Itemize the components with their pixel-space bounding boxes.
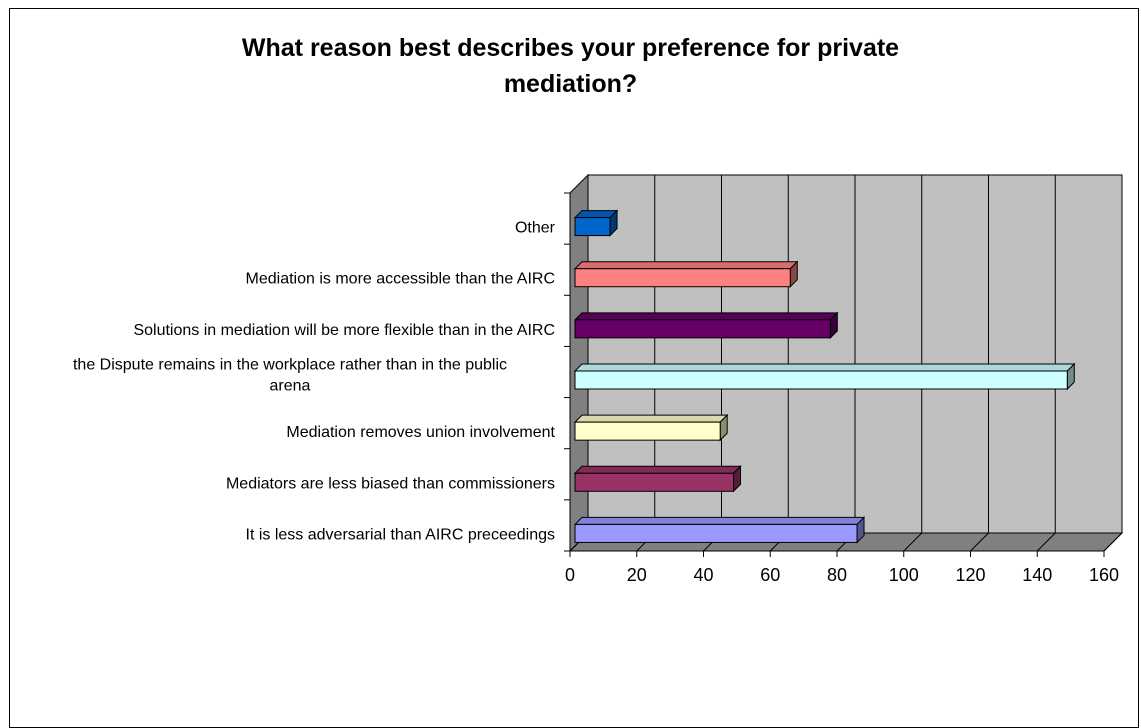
chart-title-line-1: What reason best describes your preferen… bbox=[241, 34, 900, 62]
bar-top bbox=[573, 516, 866, 525]
bar bbox=[573, 413, 729, 442]
bar bbox=[573, 311, 839, 340]
x-tick-label: 60 bbox=[760, 565, 780, 585]
category-label: Solutions in mediation will be more flex… bbox=[133, 322, 555, 339]
bar-top bbox=[573, 414, 729, 423]
category-label: Mediation is more accessible than the AI… bbox=[246, 271, 555, 288]
bar bbox=[573, 465, 742, 493]
x-tick-label: 160 bbox=[1089, 565, 1119, 585]
floor-gridline bbox=[903, 532, 923, 552]
floor-gridline bbox=[970, 532, 989, 552]
bar-top bbox=[573, 261, 799, 270]
bar-front bbox=[574, 319, 831, 339]
bar bbox=[573, 209, 619, 237]
category-label: arena bbox=[270, 378, 311, 395]
bar-top bbox=[573, 312, 839, 321]
category-labels: It is less adversarial than AIRC preceed… bbox=[73, 220, 556, 544]
plot-area bbox=[568, 173, 1124, 553]
category-label: the Dispute remains in the workplace rat… bbox=[73, 357, 507, 374]
bars bbox=[573, 209, 1076, 544]
category-label: Mediators are less biased than commissio… bbox=[226, 475, 555, 492]
bar-front bbox=[574, 370, 1068, 390]
bar-top bbox=[573, 465, 742, 474]
bar-front bbox=[574, 217, 611, 237]
bar-front bbox=[574, 523, 858, 543]
x-axis: 0 20 40 60 80 100 120 140 160 bbox=[564, 192, 1119, 585]
x-tick-label: 80 bbox=[827, 565, 847, 585]
x-tick-label: 0 bbox=[565, 565, 575, 585]
bar-front bbox=[574, 472, 735, 492]
category-label: It is less adversarial than AIRC preceed… bbox=[246, 526, 555, 543]
bar-front bbox=[574, 268, 791, 288]
x-tick-label: 120 bbox=[955, 565, 985, 585]
floor-gridline bbox=[1036, 532, 1056, 552]
x-tick-label: 140 bbox=[1022, 565, 1052, 585]
chart-title: What reason best describes your preferen… bbox=[0, 30, 1141, 102]
bar bbox=[573, 362, 1076, 391]
floor-gridline bbox=[1103, 532, 1123, 552]
bar-front bbox=[574, 421, 721, 441]
x-tick-label: 40 bbox=[693, 565, 713, 585]
bar-top bbox=[573, 363, 1076, 372]
category-label: Mediation removes union involvement bbox=[286, 424, 555, 441]
category-label: Other bbox=[515, 220, 556, 237]
x-tick-label: 100 bbox=[889, 565, 919, 585]
x-tick-label: 20 bbox=[627, 565, 647, 585]
bar bbox=[573, 516, 866, 544]
chart-title-line-2: mediation? bbox=[503, 70, 638, 98]
bar bbox=[573, 260, 799, 288]
